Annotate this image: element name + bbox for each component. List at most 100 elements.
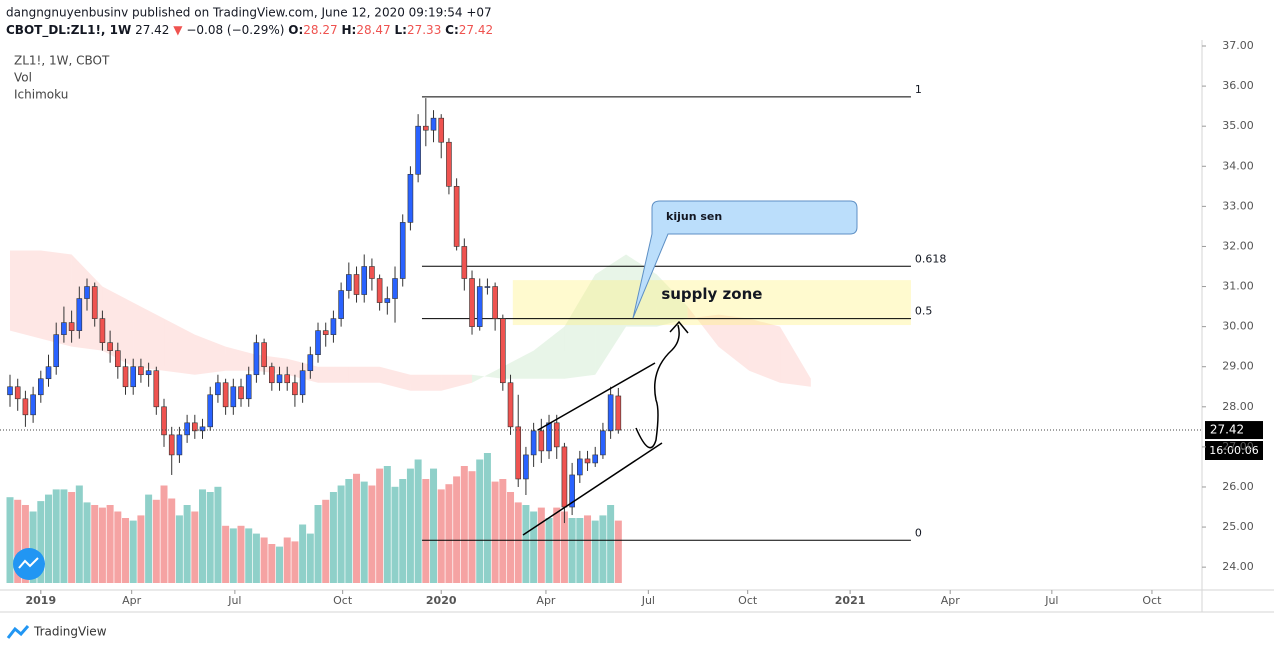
volume-bar	[252, 533, 260, 583]
volume-bar	[591, 520, 599, 583]
cloud-segment	[194, 334, 226, 375]
volume-bar	[222, 525, 230, 583]
candle-body	[338, 290, 344, 319]
cloud-segment	[749, 318, 781, 383]
x-tick-label: Jul	[641, 594, 655, 607]
l-value: 27.33	[407, 23, 441, 37]
cloud-segment	[348, 366, 380, 383]
candle-body	[607, 394, 614, 432]
cloud-segment	[533, 326, 565, 379]
cloud-segment	[133, 302, 165, 371]
volume-bar	[460, 466, 468, 583]
volume-bar	[245, 528, 253, 583]
candle-body	[84, 286, 90, 299]
c-value: 27.42	[459, 23, 493, 37]
cloud-segment	[225, 346, 257, 371]
volume-bar	[445, 484, 453, 583]
volume-bar	[499, 479, 507, 583]
supply-zone	[512, 280, 911, 326]
volume-bar	[106, 505, 114, 583]
volume-bar	[584, 515, 592, 583]
volume-bar	[45, 494, 53, 583]
fib-label: 0	[915, 526, 922, 539]
volume-bar	[68, 492, 76, 583]
volume-bar	[98, 507, 106, 583]
author-line: dangngnuyenbusinv published on TradingVi…	[6, 6, 492, 20]
volume-bar	[314, 505, 322, 583]
h-value: 28.47	[356, 23, 390, 37]
candle-body	[53, 334, 60, 368]
candle-body	[184, 422, 190, 436]
cloud-segment	[441, 374, 473, 391]
volume-bar	[391, 486, 399, 583]
volume-bar	[122, 518, 130, 583]
volume-bar	[260, 537, 268, 583]
volume-bar	[599, 515, 607, 583]
volume-bar	[530, 511, 538, 583]
cloud-segment	[687, 306, 719, 347]
candle-body	[569, 474, 575, 508]
volume-bar	[168, 498, 176, 583]
volume-bar	[329, 492, 337, 583]
candle-body	[415, 125, 421, 175]
logo-mark	[18, 557, 39, 569]
volume-bar	[291, 541, 299, 583]
volume-bar	[322, 499, 330, 583]
candle-body	[453, 186, 460, 247]
cloud-segment	[718, 314, 750, 371]
volume-bar	[29, 511, 37, 583]
candle-body	[369, 266, 375, 279]
volume-bar	[553, 507, 561, 583]
legend-main: ZL1!, 1W, CBOT	[14, 54, 110, 68]
volume-bar	[514, 502, 522, 583]
candle-body	[161, 406, 167, 436]
x-tick-label: Oct	[1142, 594, 1162, 607]
candle-body	[7, 386, 13, 396]
volume-bar	[537, 507, 545, 583]
candle-body	[523, 454, 529, 480]
y-tick-label: 34.00	[1222, 159, 1254, 172]
candle-body	[245, 374, 252, 400]
cloud-segment	[10, 250, 41, 339]
candle-body	[407, 173, 414, 223]
candle-body	[492, 286, 498, 319]
volume-bar	[422, 479, 430, 583]
volume-bar	[607, 505, 615, 583]
volume-bar	[614, 520, 622, 583]
candle-body	[353, 274, 360, 295]
candle-body	[430, 117, 437, 131]
y-tick-label: 26.00	[1222, 480, 1254, 493]
volume-bar	[152, 499, 160, 583]
channel-bottom	[522, 442, 663, 536]
volume-bar	[183, 505, 191, 583]
cloud-segment	[502, 350, 534, 379]
candle-body	[222, 382, 229, 408]
candle-body	[507, 382, 514, 428]
volume-bar	[145, 494, 153, 583]
l-label: L:	[395, 23, 407, 37]
volume-bar	[522, 505, 530, 583]
candle-body	[253, 342, 260, 376]
volume-bar	[507, 492, 515, 583]
footer-brand: TradingView	[33, 625, 107, 639]
candle-body	[168, 434, 175, 456]
x-tick-label: Oct	[333, 594, 353, 607]
candle-body	[145, 370, 152, 376]
callout-text: kijun sen	[666, 210, 722, 223]
change: −0.08 (−0.29%)	[186, 23, 284, 37]
volume-bar	[137, 515, 145, 583]
candle-body	[38, 378, 44, 396]
candle-body	[130, 366, 137, 388]
volume-bar	[214, 486, 222, 583]
volume-bar	[483, 453, 491, 583]
x-tick-label: Oct	[738, 594, 758, 607]
o-label: O:	[288, 23, 303, 37]
volume-bar	[191, 511, 199, 583]
candle-body	[553, 422, 560, 448]
volume-bar	[237, 525, 245, 583]
volume-bar	[37, 501, 45, 583]
candle-body	[14, 386, 21, 400]
fib-label: 1	[915, 83, 922, 96]
y-tick-label: 32.00	[1222, 239, 1254, 252]
